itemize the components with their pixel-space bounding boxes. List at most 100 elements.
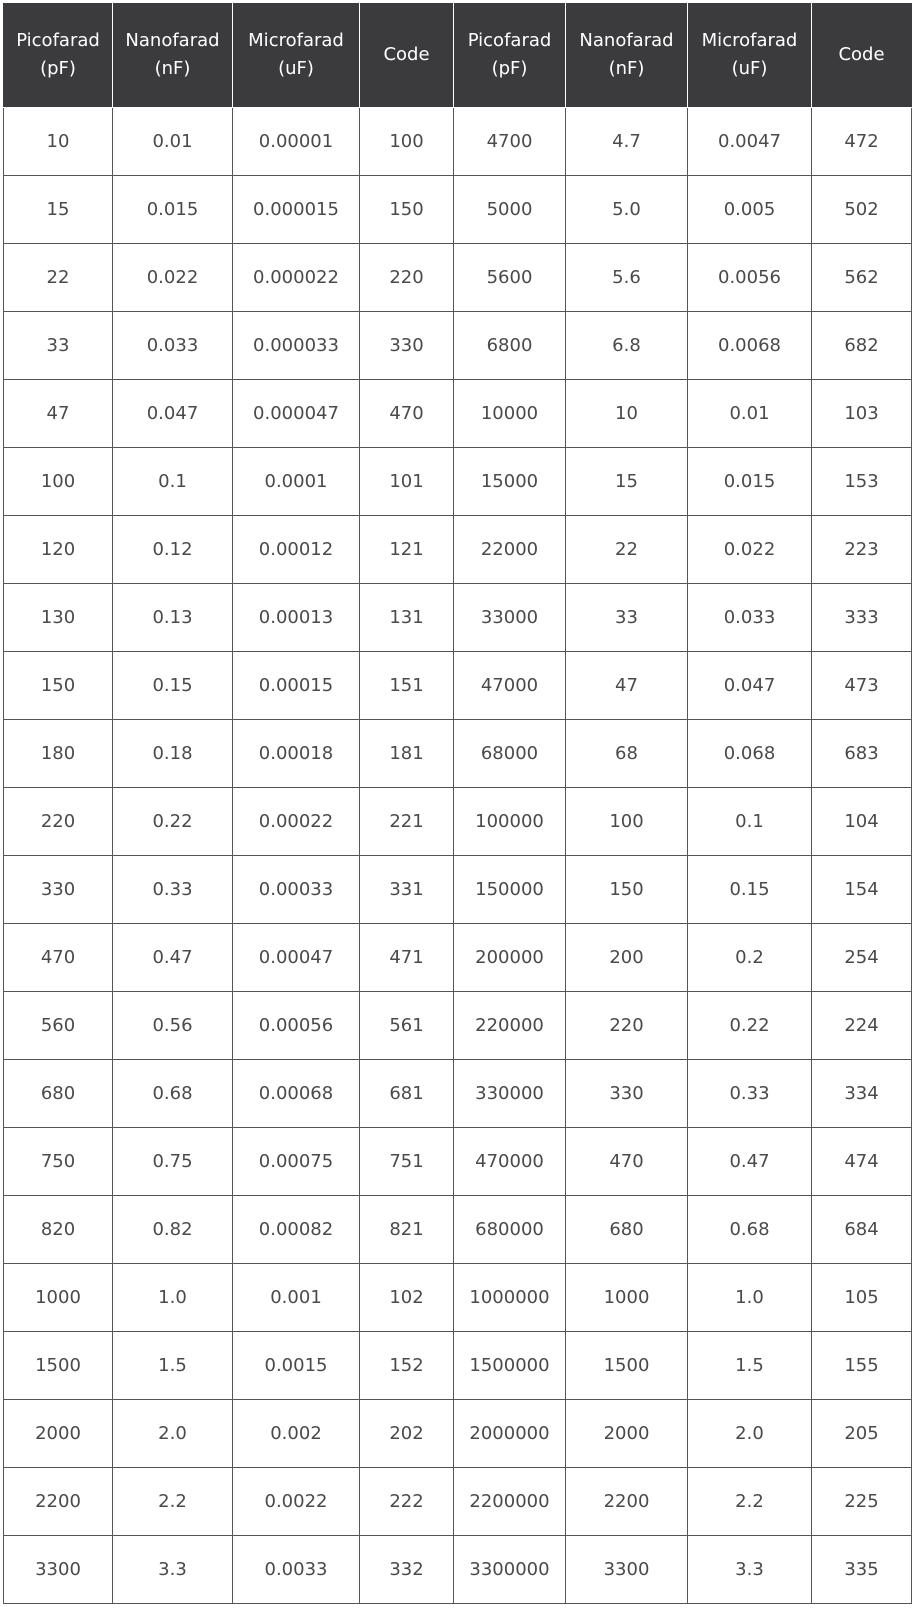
- cell-picofarad: 33: [3, 311, 113, 380]
- cell-nanofarad: 1.0: [112, 1263, 233, 1332]
- cell-code: 151: [359, 651, 454, 720]
- cell-microfarad: 0.00082: [232, 1195, 360, 1264]
- cell-microfarad: 0.000047: [232, 379, 360, 448]
- cell-code: 181: [359, 719, 454, 788]
- cell-picofarad: 220000: [453, 991, 566, 1060]
- cell-code: 333: [811, 583, 912, 652]
- cell-nanofarad: 68: [565, 719, 688, 788]
- cell-picofarad: 47: [3, 379, 113, 448]
- header-label: Picofarad: [16, 30, 100, 51]
- cell-picofarad: 200000: [453, 923, 566, 992]
- cell-microfarad: 0.0001: [232, 447, 360, 516]
- cell-microfarad: 0.00047: [232, 923, 360, 992]
- cell-code: 473: [811, 651, 912, 720]
- table-row: 220 0.22 0.00022 221 100000 100 0.1 104: [3, 787, 912, 856]
- cell-nanofarad: 5.0: [565, 175, 688, 244]
- cell-code: 331: [359, 855, 454, 924]
- cell-nanofarad: 470: [565, 1127, 688, 1196]
- header-label: Nanofarad: [125, 30, 220, 51]
- cell-microfarad: 0.0022: [232, 1467, 360, 1536]
- cell-nanofarad: 0.01: [112, 107, 233, 176]
- cell-nanofarad: 150: [565, 855, 688, 924]
- cell-code: 100: [359, 107, 454, 176]
- cell-code: 562: [811, 243, 912, 312]
- table-row: 150 0.15 0.00015 151 47000 47 0.047 473: [3, 651, 912, 720]
- cell-microfarad: 0.1: [687, 787, 812, 856]
- cell-code: 131: [359, 583, 454, 652]
- cell-code: 104: [811, 787, 912, 856]
- header-nanofarad: Nanofarad (nF): [112, 3, 233, 108]
- cell-picofarad: 33000: [453, 583, 566, 652]
- table-body: 10 0.01 0.00001 100 4700 4.7 0.0047 472 15 0.015 0…: [3, 107, 912, 1604]
- cell-picofarad: 2000000: [453, 1399, 566, 1468]
- cell-nanofarad: 1000: [565, 1263, 688, 1332]
- cell-microfarad: 0.68: [687, 1195, 812, 1264]
- cell-code: 224: [811, 991, 912, 1060]
- table-row: 15 0.015 0.000015 150 5000 5.0 0.005 502: [3, 175, 912, 244]
- cell-code: 154: [811, 855, 912, 924]
- cell-code: 101: [359, 447, 454, 516]
- cell-microfarad: 0.0047: [687, 107, 812, 176]
- cell-picofarad: 750: [3, 1127, 113, 1196]
- cell-code: 502: [811, 175, 912, 244]
- cell-nanofarad: 2.2: [112, 1467, 233, 1536]
- cell-microfarad: 0.005: [687, 175, 812, 244]
- table-row: 750 0.75 0.00075 751 470000 470 0.47 474: [3, 1127, 912, 1196]
- cell-code: 221: [359, 787, 454, 856]
- header-unit: (pF): [491, 58, 528, 79]
- cell-microfarad: 0.000015: [232, 175, 360, 244]
- cell-picofarad: 15: [3, 175, 113, 244]
- table-row: 1500 1.5 0.0015 152 1500000 1500 1.5 155: [3, 1331, 912, 1400]
- cell-picofarad: 1000000: [453, 1263, 566, 1332]
- cell-picofarad: 1500000: [453, 1331, 566, 1400]
- header-picofarad: Picofarad (pF): [453, 3, 566, 108]
- table-row: 120 0.12 0.00012 121 22000 22 0.022 223: [3, 515, 912, 584]
- cell-nanofarad: 22: [565, 515, 688, 584]
- cell-code: 683: [811, 719, 912, 788]
- cell-microfarad: 0.002: [232, 1399, 360, 1468]
- cell-nanofarad: 0.18: [112, 719, 233, 788]
- cell-nanofarad: 5.6: [565, 243, 688, 312]
- cell-microfarad: 0.00001: [232, 107, 360, 176]
- header-label: Code: [838, 44, 885, 65]
- cell-code: 561: [359, 991, 454, 1060]
- header-label: Code: [383, 44, 430, 65]
- cell-picofarad: 330: [3, 855, 113, 924]
- cell-nanofarad: 2.0: [112, 1399, 233, 1468]
- table-row: 100 0.1 0.0001 101 15000 15 0.015 153: [3, 447, 912, 516]
- cell-microfarad: 1.0: [687, 1263, 812, 1332]
- cell-nanofarad: 0.15: [112, 651, 233, 720]
- cell-nanofarad: 0.75: [112, 1127, 233, 1196]
- header-unit: (pF): [40, 58, 76, 79]
- cell-microfarad: 0.47: [687, 1127, 812, 1196]
- cell-picofarad: 560: [3, 991, 113, 1060]
- cell-microfarad: 2.0: [687, 1399, 812, 1468]
- cell-picofarad: 330000: [453, 1059, 566, 1128]
- cell-code: 205: [811, 1399, 912, 1468]
- cell-nanofarad: 0.1: [112, 447, 233, 516]
- cell-picofarad: 150: [3, 651, 113, 720]
- cell-microfarad: 0.047: [687, 651, 812, 720]
- cell-nanofarad: 0.12: [112, 515, 233, 584]
- cell-microfarad: 0.033: [687, 583, 812, 652]
- cell-code: 751: [359, 1127, 454, 1196]
- cell-code: 220: [359, 243, 454, 312]
- cell-picofarad: 820: [3, 1195, 113, 1264]
- cell-microfarad: 0.00013: [232, 583, 360, 652]
- header-unit: (uF): [278, 58, 314, 79]
- cell-nanofarad: 0.13: [112, 583, 233, 652]
- cell-microfarad: 0.00075: [232, 1127, 360, 1196]
- cell-code: 103: [811, 379, 912, 448]
- table-row: 330 0.33 0.00033 331 150000 150 0.15 154: [3, 855, 912, 924]
- cell-picofarad: 2200000: [453, 1467, 566, 1536]
- cell-code: 330: [359, 311, 454, 380]
- cell-picofarad: 680: [3, 1059, 113, 1128]
- table-row: 470 0.47 0.00047 471 200000 200 0.2 254: [3, 923, 912, 992]
- table-row: 2200 2.2 0.0022 222 2200000 2200 2.2 225: [3, 1467, 912, 1536]
- cell-code: 152: [359, 1331, 454, 1400]
- header-label: Picofarad: [467, 30, 552, 51]
- cell-microfarad: 0.0056: [687, 243, 812, 312]
- cell-nanofarad: 0.56: [112, 991, 233, 1060]
- cell-nanofarad: 33: [565, 583, 688, 652]
- cell-code: 472: [811, 107, 912, 176]
